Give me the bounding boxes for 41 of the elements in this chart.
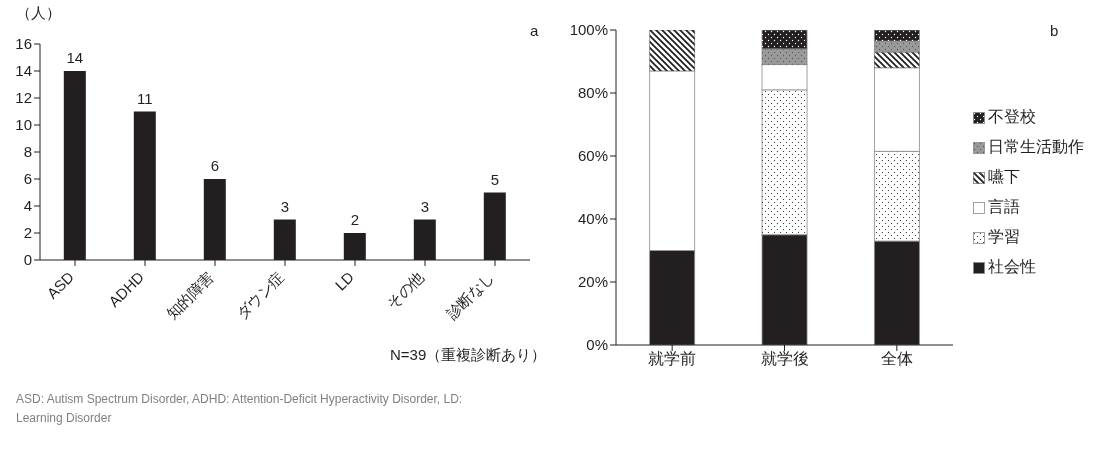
legend-label: 社会性 bbox=[988, 257, 1036, 277]
y-tick-label: 60% bbox=[577, 147, 608, 165]
y-tick-label: 2 bbox=[23, 224, 32, 242]
y-tick-label: 12 bbox=[15, 89, 32, 107]
legend-label: 学習 bbox=[988, 227, 1020, 247]
y-tick-label: 8 bbox=[23, 143, 32, 161]
y-tick-label: 40% bbox=[577, 210, 608, 228]
data-label: 2 bbox=[350, 211, 359, 228]
data-label: 3 bbox=[420, 197, 429, 215]
legend-label: 言語 bbox=[988, 197, 1020, 217]
y-tick-label: 6 bbox=[23, 170, 32, 188]
y-axis-title: （人） bbox=[16, 4, 61, 23]
data-label: 14 bbox=[66, 49, 84, 66]
x-tick-label: 知的障害 bbox=[162, 268, 218, 323]
x-tick-label: その他 bbox=[383, 268, 428, 312]
y-tick-label: 14 bbox=[15, 62, 32, 80]
x-tick-label: LD bbox=[331, 267, 358, 294]
legend-label: 不登校 bbox=[988, 107, 1036, 127]
y-tick-label: 4 bbox=[23, 197, 32, 215]
y-tick-label: 0% bbox=[586, 336, 608, 354]
x-tick-label: 就学後 bbox=[760, 350, 809, 368]
legend-label: 日常生活動作 bbox=[988, 137, 1084, 157]
x-tick-label: 診断なし bbox=[442, 268, 498, 323]
data-label: 11 bbox=[137, 89, 153, 107]
data-label: 5 bbox=[490, 170, 499, 188]
y-tick-label: 100% bbox=[569, 21, 608, 39]
x-tick-label: 全体 bbox=[880, 350, 913, 368]
y-tick-label: 10 bbox=[15, 116, 32, 134]
data-label: 6 bbox=[210, 157, 219, 174]
data-label: 3 bbox=[280, 197, 289, 215]
y-tick-label: 0 bbox=[23, 251, 32, 269]
text: ASD: Autism Spectrum Disorder, ADHD: Attention-Deficit Hyperactivity Disorder, LD: Learning Disorder bbox=[16, 391, 464, 427]
legend-label: 嚥下 bbox=[988, 167, 1020, 187]
y-tick-label: 16 bbox=[15, 35, 32, 53]
y-tick-label: 80% bbox=[577, 84, 608, 102]
text: b bbox=[1050, 22, 1059, 39]
text: a bbox=[530, 22, 539, 39]
y-tick-label: 20% bbox=[577, 273, 608, 291]
x-tick-label: 就学前 bbox=[648, 350, 697, 368]
text: N=39（重複診断あり） bbox=[390, 346, 547, 365]
x-tick-label: ダウン症 bbox=[232, 268, 288, 323]
